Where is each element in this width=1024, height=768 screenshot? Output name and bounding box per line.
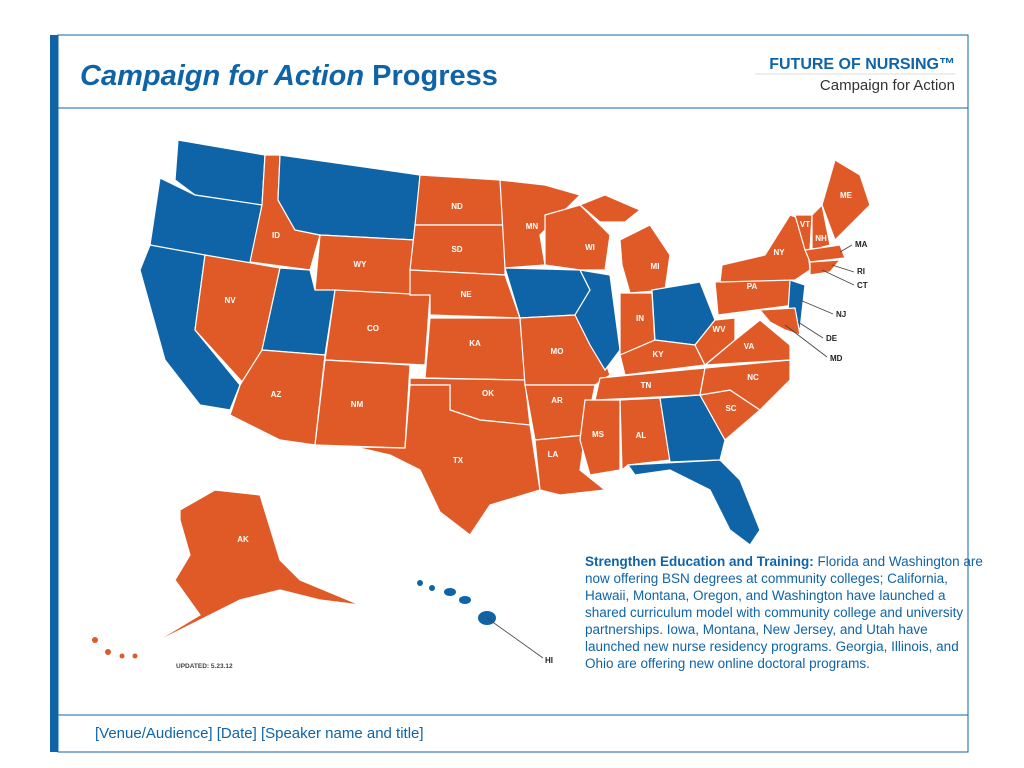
state-label: MI	[651, 262, 660, 271]
state-label: NM	[351, 400, 364, 409]
callout-label: HI	[545, 656, 553, 665]
state-label: MS	[592, 430, 605, 439]
state	[579, 399, 621, 476]
state-label: MO	[551, 347, 564, 356]
callout-label: RI	[857, 267, 865, 276]
state-label: AL	[636, 431, 647, 440]
state-label: CO	[367, 324, 379, 333]
footer-text: [Venue/Audience] [Date] [Speaker name an…	[95, 725, 424, 742]
hawaii	[417, 580, 496, 625]
callout-label: NJ	[836, 310, 846, 319]
state	[414, 174, 506, 226]
callout-label: MA	[855, 240, 868, 249]
state	[719, 214, 811, 283]
state-label: NV	[224, 296, 236, 305]
state-label: KA	[469, 339, 481, 348]
state-label: WV	[713, 325, 727, 334]
state-label: VA	[744, 342, 755, 351]
state-label: NC	[747, 373, 759, 382]
callout-label: DE	[826, 334, 838, 343]
state	[277, 154, 421, 241]
state-label: OK	[482, 389, 494, 398]
state-label: AK	[237, 535, 249, 544]
state-label: KY	[652, 350, 664, 359]
state-label: SC	[725, 404, 736, 413]
state-label: WY	[354, 260, 368, 269]
state-label: ME	[840, 191, 853, 200]
leader-lines	[486, 244, 855, 659]
state-label: PA	[747, 282, 758, 291]
aleutians	[92, 637, 138, 659]
title-rest: Progress	[372, 60, 498, 92]
state	[424, 317, 526, 381]
state-label: NE	[460, 290, 472, 299]
description-heading: Strengthen Education and Training:	[585, 554, 814, 569]
state-label: IN	[636, 314, 644, 323]
state-label: TN	[641, 381, 652, 390]
state	[354, 384, 541, 536]
logo-line2: Campaign for Action	[820, 77, 955, 94]
state	[758, 307, 801, 336]
state-label: NY	[773, 248, 785, 257]
state-label: AR	[551, 396, 563, 405]
state-label: TX	[453, 456, 464, 465]
state	[324, 289, 431, 366]
state	[229, 349, 326, 446]
state-label: NH	[815, 234, 827, 243]
description: Strengthen Education and Training: Flori…	[585, 553, 985, 672]
logo-line1: FUTURE OF NURSING™	[769, 56, 955, 73]
state-label: SD	[451, 245, 462, 254]
state	[149, 489, 361, 646]
state	[578, 194, 642, 223]
state	[821, 159, 871, 242]
callout-label: CT	[857, 281, 868, 290]
state-label: MN	[526, 222, 539, 231]
callout-label: MD	[830, 354, 843, 363]
state-label: AZ	[271, 390, 282, 399]
map: ND SD NE KA OK TX MN WI MI IN KY MO AR L…	[92, 139, 871, 670]
state	[619, 224, 671, 294]
title: Campaign for Action Progress	[80, 60, 498, 92]
state-label: LA	[548, 450, 559, 459]
updated-note: UPDATED: 5.23.12	[176, 663, 233, 670]
state	[409, 269, 521, 319]
description-text: Florida and Washington are now offering …	[585, 554, 983, 671]
state	[804, 244, 846, 263]
state-label: VT	[800, 220, 810, 229]
state	[619, 397, 671, 472]
state	[694, 317, 736, 366]
side-bar	[50, 35, 58, 752]
state-label: ND	[451, 202, 463, 211]
state-label: ID	[272, 231, 280, 240]
title-italic: Campaign for Action	[80, 60, 364, 92]
state	[811, 203, 831, 251]
state-label: WI	[585, 243, 595, 252]
state	[574, 269, 621, 372]
state	[626, 459, 761, 546]
state	[809, 259, 842, 276]
footer-box	[57, 714, 969, 753]
